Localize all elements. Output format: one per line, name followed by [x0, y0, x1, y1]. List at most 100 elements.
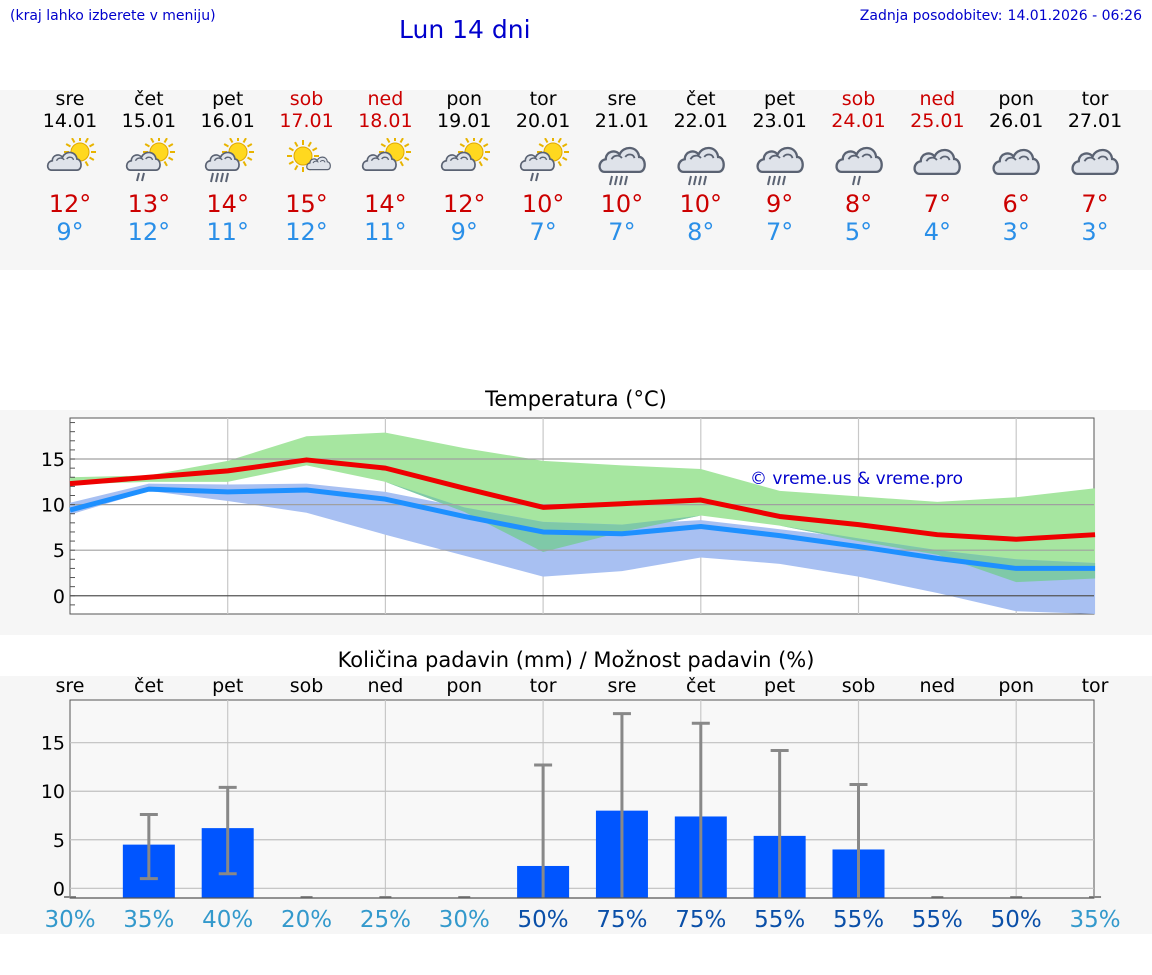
temp-min: 9° — [56, 218, 84, 246]
precipitation-probability: 50% — [518, 907, 569, 933]
cloud-shape — [204, 151, 240, 171]
precipitation-probability: 25% — [360, 907, 411, 933]
min-temp-line — [69, 486, 1096, 571]
partly-cloudy-sun-icon — [46, 138, 96, 171]
rain-drops — [608, 175, 628, 186]
last-updated-value: 14.01.2026 - 06:26 — [1007, 8, 1142, 24]
precipitation-probability: 55% — [912, 907, 963, 933]
day-date: 17.01 — [279, 110, 334, 132]
precipitation-range-whisker — [770, 748, 789, 898]
precipitation-probability: 75% — [675, 907, 726, 933]
y-tick-label: 15 — [41, 449, 65, 471]
x-tick-label: čet — [686, 675, 716, 697]
partly-cloudy-sun-icon — [441, 138, 491, 171]
y-tick-label: 0 — [53, 586, 65, 608]
temp-max: 7° — [923, 190, 951, 218]
precipitation-probability: 20% — [281, 907, 332, 933]
day-date: 21.01 — [594, 110, 650, 132]
day-date: 25.01 — [910, 110, 965, 132]
cloud-rain-icon — [756, 146, 804, 186]
temp-min: 4° — [923, 218, 951, 246]
precipitation-range-whisker — [534, 763, 553, 898]
forecast-day: čet 22.01 10° 8° — [662, 88, 740, 246]
rain-drops — [851, 175, 861, 186]
precipitation-probability: 55% — [833, 907, 884, 933]
forecast-day: sre 14.01 12° 9° — [31, 88, 109, 246]
day-name: pet — [212, 88, 244, 110]
day-date: 22.01 — [673, 110, 728, 132]
cloud-shape — [125, 151, 161, 171]
forecast-band — [0, 90, 1152, 270]
precipitation-probability: 40% — [202, 907, 253, 933]
watermark: © vreme.us & vreme.pro — [750, 469, 963, 489]
rain-drops — [766, 175, 786, 186]
cloud-icon — [992, 148, 1041, 176]
temp-max: 7° — [1081, 190, 1109, 218]
rain-drops — [209, 172, 229, 183]
cloud-rain-icon — [598, 146, 646, 186]
last-updated-label: Zadnja posodobitev: — [859, 8, 1003, 24]
day-name: sob — [841, 88, 876, 110]
rain-drops — [687, 175, 707, 186]
max-temp-line — [69, 457, 1096, 542]
temp-max: 8° — [844, 190, 873, 218]
cloud-shape — [992, 148, 1041, 176]
day-date: 26.01 — [988, 110, 1044, 132]
precipitation-chart-title: Količina padavin (mm) / Možnost padavin … — [337, 648, 815, 672]
day-name: sre — [607, 88, 637, 110]
forecast-day: čet 15.01 13° 12° — [110, 88, 188, 246]
x-tick-label: čet — [134, 675, 164, 697]
forecast-day: pet 16.01 14° 11° — [189, 88, 267, 246]
precipitation-probability: 50% — [991, 907, 1042, 933]
y-tick-label: 5 — [53, 540, 65, 562]
precipitation-probability: 30% — [44, 907, 95, 933]
y-tick-label: 0 — [53, 878, 65, 900]
x-tick-label: pon — [998, 675, 1034, 697]
temp-min: 11° — [206, 218, 249, 246]
forecast-day: sob 17.01 15° 12° — [268, 88, 346, 246]
rain-drops — [530, 172, 540, 182]
cloud-light-rain-icon — [834, 146, 883, 186]
precipitation-range-whisker — [218, 785, 237, 876]
temp-max: 10° — [600, 190, 644, 218]
temp-max: 10° — [679, 190, 723, 218]
precipitation-probability: 55% — [754, 907, 805, 933]
x-tick-label: ned — [919, 675, 955, 697]
x-tick-label: tor — [530, 675, 557, 697]
precipitation-probability: 35% — [123, 907, 174, 933]
x-tick-label: pet — [764, 675, 795, 697]
overlap-band — [70, 465, 1096, 583]
day-name: sre — [55, 88, 85, 110]
temp-max: 10° — [521, 190, 565, 218]
sun-small-cloud-icon — [286, 140, 331, 172]
precipitation-range-whisker — [849, 782, 868, 898]
temp-max: 12° — [442, 190, 486, 218]
precipitation-range-whisker — [691, 721, 710, 898]
day-name: tor — [529, 88, 557, 110]
forecast-day: pon 26.01 6° 3° — [977, 88, 1055, 246]
precipitation-range-whisker — [612, 712, 631, 898]
temp-min: 3° — [1002, 218, 1030, 246]
day-date: 16.01 — [200, 110, 255, 132]
y-tick-label: 5 — [53, 830, 65, 852]
temp-max: 14° — [364, 190, 407, 218]
temp-max: 6° — [1002, 190, 1030, 218]
precipitation-range-whisker — [139, 813, 158, 881]
day-date: 27.01 — [1067, 110, 1123, 132]
forecast-day: pon 19.01 12° 9° — [425, 88, 503, 246]
y-tick-label: 10 — [41, 781, 65, 803]
temp-min: 12° — [285, 218, 328, 246]
y-tick-label: 10 — [41, 495, 65, 517]
temp-max: 14° — [206, 190, 249, 218]
day-date: 23.01 — [752, 110, 807, 132]
rain-drops — [135, 172, 145, 182]
partly-cloudy-sun-icon — [362, 138, 412, 171]
cloud-shape — [913, 148, 962, 176]
sun-cloud-light-rain-icon — [519, 138, 570, 182]
sun-shape — [286, 140, 319, 172]
temp-min: 7° — [608, 218, 636, 246]
day-date: 24.01 — [831, 110, 886, 132]
cloud-shape — [46, 151, 82, 171]
day-date: 20.01 — [515, 110, 571, 132]
day-name: čet — [686, 88, 716, 110]
